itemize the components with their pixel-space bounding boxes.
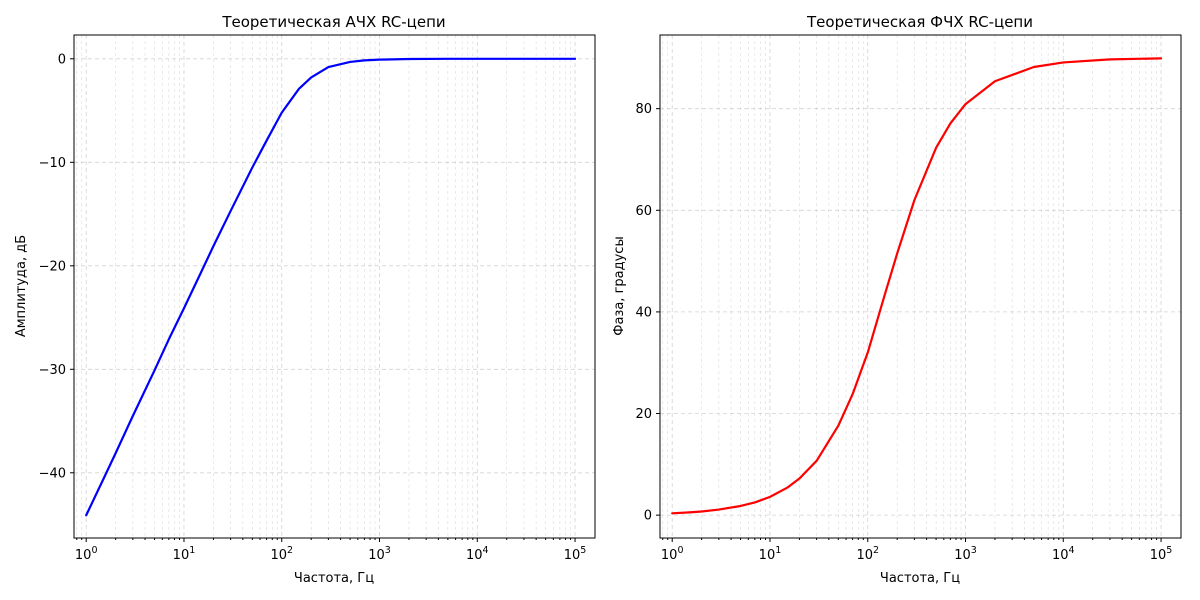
y-axis-label: Фаза, градусы [612, 236, 627, 335]
series-line [671, 57, 1163, 515]
y-axis-label: Амплитуда, дБ [14, 235, 29, 337]
y-tick-label: 0 [58, 52, 66, 67]
x-tick-label: 104 [466, 545, 489, 563]
x-tick-label: 105 [1150, 545, 1173, 563]
chart-title: Теоретическая АЧХ RC-цепи [221, 13, 445, 31]
x-tick-label: 100 [75, 545, 98, 563]
x-tick-label: 101 [173, 545, 196, 563]
plot-frame [659, 34, 1182, 539]
x-tick-label: 104 [1052, 545, 1075, 563]
y-tick-label: 40 [635, 305, 652, 320]
y-tick-label: 0 [644, 509, 652, 524]
x-tick-label: 102 [856, 545, 879, 563]
y-tick-label: 20 [635, 407, 652, 422]
x-axis-label: Частота, Гц [880, 571, 960, 586]
y-tick-label: −20 [39, 259, 66, 274]
x-axis-label: Частота, Гц [294, 571, 374, 586]
x-tick-label: 103 [368, 545, 391, 563]
amplitude-chart: Теоретическая АЧХ RC-цепи 100 101 102 103 10… [14, 13, 596, 586]
y-tick-label: 80 [635, 102, 652, 117]
y-tick-label: −40 [39, 466, 66, 481]
series-line [85, 57, 577, 517]
x-tick-label: 105 [564, 545, 587, 563]
x-tick-label: 102 [270, 545, 293, 563]
x-tick-label: 103 [954, 545, 977, 563]
x-tick-label: 101 [759, 545, 782, 563]
y-tick-label: −10 [39, 156, 66, 171]
x-tick-label: 100 [661, 545, 684, 563]
phase-chart: Теоретическая ФЧХ RC-цепи 100 101 102 103 10… [612, 13, 1182, 586]
plot-frame [73, 34, 596, 539]
chart-title: Теоретическая ФЧХ RC-цепи [806, 13, 1033, 31]
y-tick-label: −30 [39, 363, 66, 378]
y-tick-label: 60 [635, 204, 652, 219]
